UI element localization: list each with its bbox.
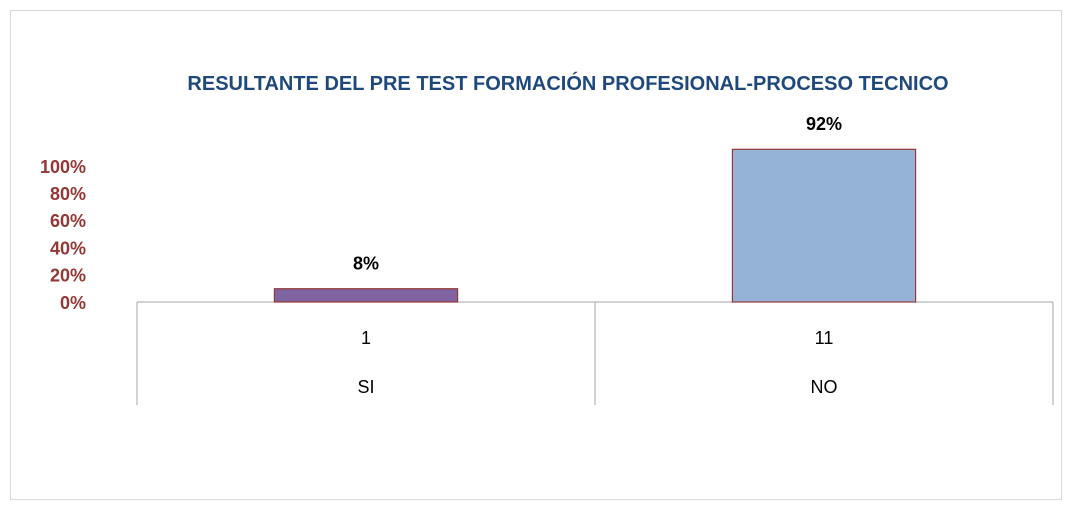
y-tick-label: 0% — [60, 293, 86, 313]
x-subcategory-label: 1 — [361, 328, 371, 348]
chart-frame — [10, 10, 1062, 500]
y-tick-label: 60% — [50, 211, 86, 231]
x-tick-label: NO — [811, 377, 838, 397]
y-tick-label: 100% — [40, 157, 86, 177]
data-label: 8% — [353, 253, 379, 273]
y-tick-label: 40% — [50, 238, 86, 258]
y-tick-label: 80% — [50, 184, 86, 204]
y-tick-label: 20% — [50, 266, 86, 286]
x-subcategory-label: 11 — [815, 328, 834, 348]
bar — [731, 148, 917, 303]
data-label: 92% — [806, 114, 842, 134]
chart-title: RESULTANTE DEL PRE TEST FORMACIÓN PROFES… — [187, 73, 949, 95]
bar — [273, 288, 459, 303]
x-tick-label: SI — [357, 377, 374, 397]
